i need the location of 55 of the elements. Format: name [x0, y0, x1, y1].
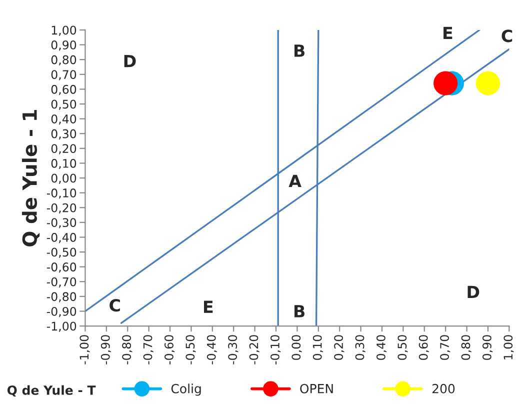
- y-tick-label: -0,40: [46, 232, 76, 244]
- x-tick-label: 0,70: [440, 335, 450, 360]
- annotation: A: [288, 174, 302, 188]
- x-tick-label: 0,50: [398, 335, 408, 360]
- y-tick-label: 0,20: [51, 144, 76, 154]
- legend-label: OPEN: [300, 384, 333, 394]
- x-tick-label: 1,00: [504, 335, 514, 360]
- x-tick-label: -0,10: [270, 335, 281, 364]
- x-tick-label: 0,30: [355, 335, 366, 360]
- x-tick-label: -0,30: [228, 335, 238, 364]
- y-tick-label: 0,70: [51, 70, 76, 80]
- y-tick-label: -0,50: [46, 248, 76, 258]
- y-tick-label: -1,00: [46, 322, 76, 332]
- x-tick-label: 0,60: [418, 335, 430, 360]
- y-tick-label: 0,60: [51, 84, 76, 96]
- legend-label: Colig: [171, 384, 201, 396]
- annotation: B: [294, 44, 304, 57]
- x-axis-title: Q de Yule - T: [7, 385, 96, 397]
- x-tick-label: -0,60: [164, 335, 175, 364]
- y-tick-label: 0,10: [51, 158, 76, 170]
- x-tick-label: -0,40: [206, 335, 218, 364]
- x-tick-label: -0,20: [249, 335, 260, 364]
- x-tick-label: 0,20: [334, 335, 344, 360]
- y-tick-label: 1,00: [52, 26, 76, 36]
- y-tick-label: -0,60: [46, 262, 76, 273]
- annotation: C: [110, 299, 120, 312]
- y-tick-label: 0,50: [51, 100, 76, 110]
- y-tick-label: 0,80: [51, 55, 76, 66]
- x-tick-label: 0,80: [461, 335, 472, 360]
- x-tick-label: -0,50: [186, 335, 196, 364]
- y-tick-label: 0,90: [51, 40, 76, 51]
- y-tick-label: 0,00: [51, 174, 76, 184]
- y-tick-label: 0,30: [51, 129, 76, 140]
- annotation: B: [294, 305, 304, 318]
- y-tick-label: 0,40: [51, 114, 76, 125]
- y-tick-label: -0,90: [46, 306, 76, 318]
- y-tick-label: -0,10: [46, 188, 76, 199]
- annotation: D: [124, 54, 136, 68]
- annotation: D: [468, 286, 480, 298]
- y-tick-label: -0,20: [46, 203, 76, 214]
- x-tick-label: 0,40: [376, 335, 387, 360]
- annotation: E: [204, 300, 213, 313]
- y-tick-label: -0,70: [46, 277, 76, 288]
- x-tick-label: 0,10: [312, 335, 324, 360]
- legend-label: 200: [432, 384, 455, 394]
- annotation: E: [444, 26, 452, 40]
- x-tick-label: -0,70: [143, 335, 154, 364]
- annotation: C: [502, 30, 512, 42]
- y-tick-label: -0,30: [46, 218, 76, 228]
- x-tick-label: 0,90: [482, 335, 493, 360]
- x-tick-label: -0,80: [122, 335, 132, 364]
- y-tick-label: -0,80: [46, 292, 76, 302]
- x-tick-label: 0,00: [292, 335, 302, 360]
- x-tick-label: -0,90: [100, 335, 112, 364]
- y-axis-title: Q de Yule - 1: [22, 110, 40, 246]
